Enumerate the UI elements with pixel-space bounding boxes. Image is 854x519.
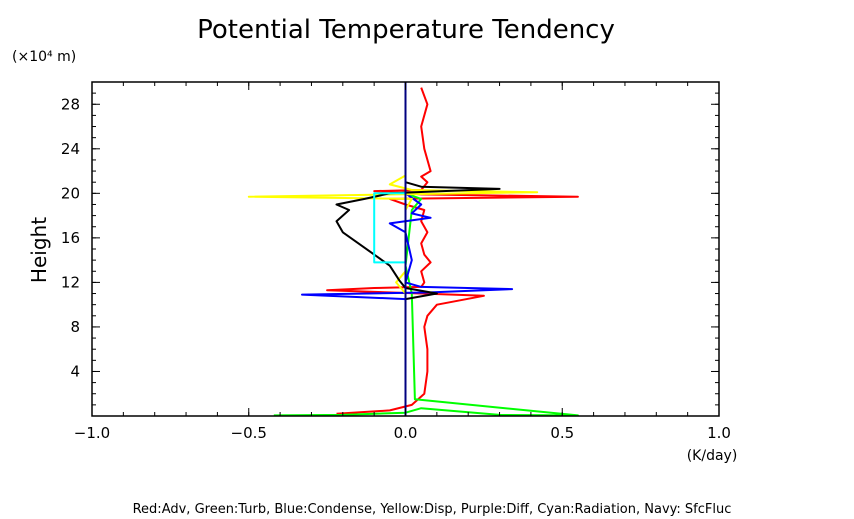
y-tick-label: 12 bbox=[61, 273, 80, 291]
y-unit-label: (×10⁴ m) bbox=[12, 49, 76, 65]
y-tick-label: 24 bbox=[61, 140, 80, 158]
y-axis-label: Height bbox=[27, 217, 51, 283]
series-line-2 bbox=[301, 192, 514, 411]
x-tick-label: 1.0 bbox=[707, 424, 731, 442]
chart-title: Potential Temperature Tendency bbox=[197, 15, 615, 45]
y-tick-label: 4 bbox=[70, 362, 80, 380]
legend-text: Red:Adv, Green:Turb, Blue:Condense, Yell… bbox=[133, 502, 732, 517]
x-tick-label: −0.5 bbox=[231, 424, 267, 442]
series-line-0 bbox=[326, 87, 579, 415]
series-layer bbox=[247, 82, 579, 417]
y-tick-label: 28 bbox=[61, 95, 80, 113]
y-tick-label: 8 bbox=[70, 318, 80, 336]
y-tick-label: 20 bbox=[61, 184, 80, 202]
series-line-5 bbox=[373, 192, 406, 264]
series-line-3 bbox=[247, 174, 539, 316]
x-tick-label: 0.5 bbox=[550, 424, 574, 442]
y-tick-label: 16 bbox=[61, 229, 80, 247]
x-tick-label: 0.0 bbox=[394, 424, 418, 442]
plot-frame bbox=[91, 81, 720, 417]
series-line-1 bbox=[273, 192, 579, 417]
series-line-4 bbox=[335, 181, 501, 405]
x-unit-label: (K/day) bbox=[687, 448, 738, 464]
x-tick-label: −1.0 bbox=[74, 424, 110, 442]
